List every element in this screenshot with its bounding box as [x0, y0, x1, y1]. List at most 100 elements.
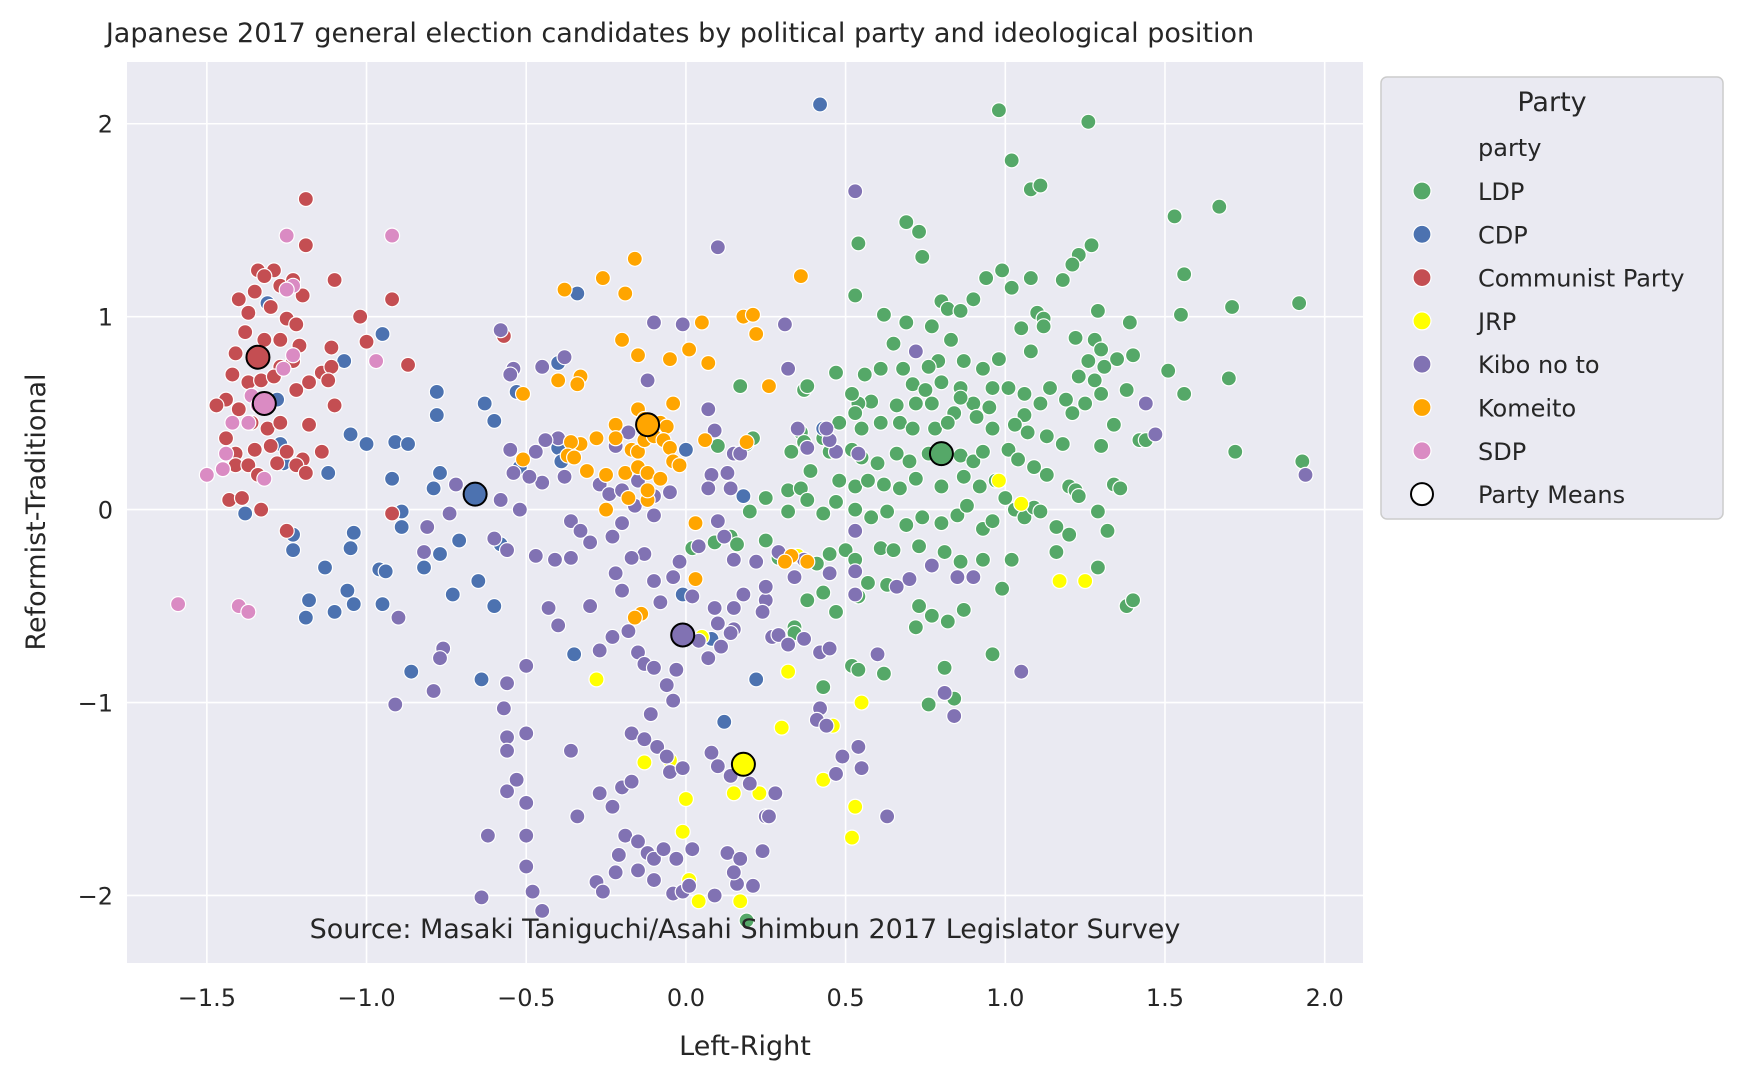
- point-ldp: [827, 493, 845, 510]
- point-kibo-no-to: [965, 569, 982, 586]
- point-kibo-no-to: [907, 343, 924, 360]
- point-ldp: [910, 538, 928, 555]
- point-komeito: [607, 430, 624, 447]
- point-kibo-no-to: [684, 588, 701, 605]
- point-cdp: [326, 603, 343, 620]
- point-ldp: [1038, 466, 1055, 483]
- point-ldp: [1223, 298, 1241, 316]
- x-tick-label: 1.0: [986, 984, 1024, 1012]
- point-kibo-no-to: [709, 239, 726, 256]
- point-ldp: [898, 314, 915, 331]
- point-ldp: [952, 302, 969, 319]
- point-ldp: [984, 379, 1001, 397]
- point-communist-party: [208, 397, 225, 414]
- point-ldp: [847, 405, 864, 422]
- point-komeito: [588, 430, 605, 447]
- point-communist-party: [297, 237, 314, 254]
- point-cdp: [486, 597, 503, 615]
- point-jrp: [725, 785, 742, 802]
- point-cdp: [237, 505, 254, 522]
- point-ldp: [955, 468, 972, 485]
- legend-entries: LDP CDP Communist Party JRP Kibo no to Komeit…: [1410, 178, 1684, 509]
- point-ldp: [1054, 271, 1071, 289]
- point-ldp: [907, 619, 924, 636]
- point-kibo-no-to: [604, 528, 621, 545]
- point-kibo-no-to: [537, 432, 554, 449]
- point-ldp: [1118, 381, 1135, 399]
- point-cdp: [716, 713, 733, 730]
- point-ldp: [1009, 451, 1027, 468]
- point-ldp: [859, 574, 877, 592]
- point-ldp: [1064, 405, 1081, 422]
- legend: Party party LDP CDP Communist Party JRP Kibo…: [1380, 76, 1724, 520]
- point-kibo-no-to: [716, 528, 733, 545]
- point-ldp: [952, 553, 969, 570]
- point-ldp: [1067, 329, 1084, 346]
- point-ldp: [1054, 435, 1071, 453]
- point-sdp: [383, 227, 401, 244]
- point-kibo-no-to: [748, 553, 765, 570]
- point-komeito: [514, 451, 532, 468]
- point-kibo-no-to: [658, 677, 675, 694]
- point-kibo-no-to: [562, 549, 580, 566]
- point-ldp: [1041, 379, 1059, 397]
- point-ldp: [1083, 237, 1100, 254]
- point-ldp: [910, 223, 928, 240]
- point-cdp: [451, 532, 468, 549]
- point-ldp: [1019, 424, 1036, 441]
- point-ldp: [821, 545, 838, 563]
- point-kibo-no-to: [613, 515, 631, 532]
- point-komeito: [514, 385, 532, 402]
- point-cdp: [300, 592, 318, 609]
- point-kibo-no-to: [604, 798, 621, 815]
- point-kibo-no-to: [498, 542, 516, 559]
- point-sdp: [278, 227, 295, 244]
- point-ldp: [875, 665, 893, 682]
- point-jrp: [847, 798, 864, 815]
- point-ldp: [827, 364, 845, 381]
- point-kibo-no-to: [582, 534, 599, 551]
- point-ldp: [923, 607, 940, 624]
- point-kibo-no-to: [725, 551, 742, 568]
- point-kibo-no-to: [527, 443, 544, 460]
- legend-label-communist-party: Communist Party: [1478, 265, 1684, 293]
- point-komeito: [617, 285, 634, 302]
- y-tick-label: −2: [78, 882, 113, 910]
- point-kibo-no-to: [562, 742, 580, 759]
- point-kibo-no-to: [518, 858, 535, 875]
- point-cdp: [377, 563, 394, 580]
- point-communist-party: [320, 372, 337, 389]
- point-komeito: [607, 416, 624, 433]
- legend-marker-komeito: [1412, 397, 1432, 418]
- point-ldp: [1160, 362, 1177, 379]
- point-cdp: [345, 596, 362, 613]
- point-sdp: [284, 347, 302, 364]
- point-kibo-no-to: [652, 594, 669, 611]
- point-ldp: [837, 542, 854, 559]
- point-komeito: [639, 482, 656, 499]
- point-komeito: [550, 372, 567, 389]
- point-ldp: [920, 696, 937, 713]
- point-kibo-no-to: [620, 623, 637, 640]
- point-komeito: [799, 553, 816, 570]
- point-kibo-no-to: [709, 758, 726, 775]
- point-jrp: [690, 893, 707, 910]
- point-kibo-no-to: [645, 659, 663, 676]
- point-cdp: [566, 646, 583, 663]
- point-ldp: [990, 351, 1008, 368]
- point-ldp: [974, 360, 992, 377]
- point-ldp: [984, 420, 1001, 437]
- point-ldp: [799, 378, 816, 395]
- point-kibo-no-to: [834, 748, 851, 765]
- point-ldp: [914, 509, 931, 526]
- point-kibo-no-to: [649, 738, 666, 756]
- point-kibo-no-to: [607, 864, 624, 881]
- point-kibo-no-to: [645, 572, 663, 590]
- point-ldp: [815, 505, 832, 522]
- point-komeito: [661, 351, 679, 368]
- point-ldp: [1070, 488, 1087, 505]
- point-ldp: [741, 503, 758, 520]
- point-ldp: [1035, 318, 1052, 335]
- point-kibo-no-to: [741, 775, 758, 792]
- point-kibo-no-to: [853, 760, 870, 777]
